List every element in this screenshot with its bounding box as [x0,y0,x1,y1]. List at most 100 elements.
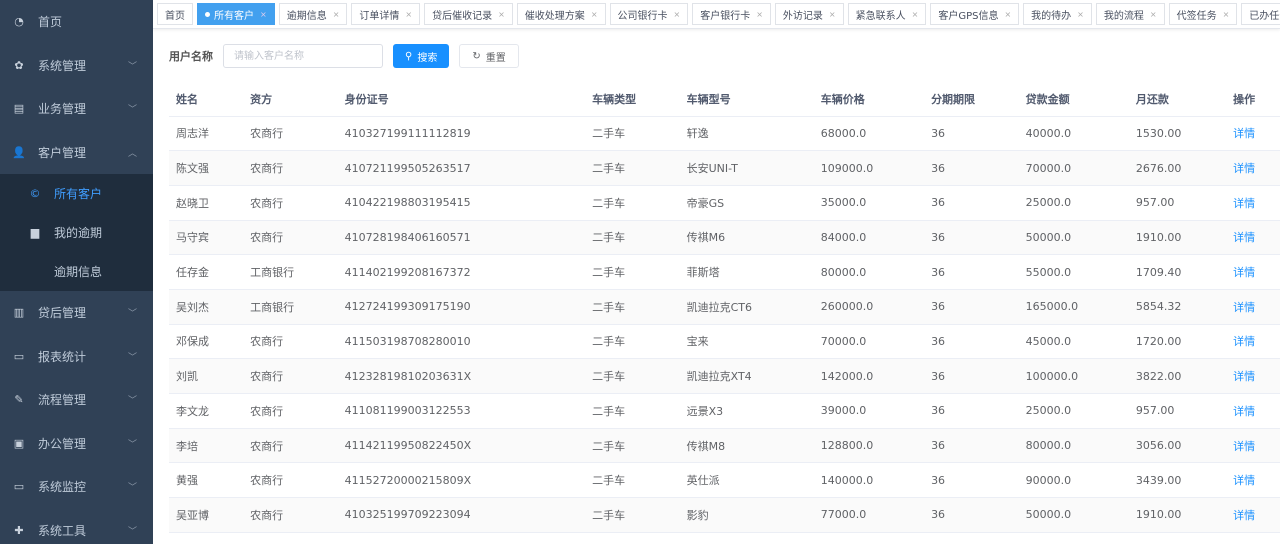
detail-link[interactable]: 详情 [1233,162,1255,175]
chevron-down-icon: ﹀ [128,393,137,406]
close-icon[interactable]: × [405,10,412,19]
chevron-up-icon: ︿ [128,146,137,159]
table-icon: ▤ [12,102,26,115]
detail-link[interactable]: 详情 [1233,405,1255,418]
cell: 84000.0 [814,220,924,255]
cell: 957.00 [1129,394,1226,429]
cell: 凯迪拉克XT4 [680,359,814,394]
detail-link[interactable]: 详情 [1233,335,1255,348]
cell: 吴刘杰 [169,289,243,324]
main-content: 首页所有客户×逾期信息×订单详情×贷后催收记录×催收处理方案×公司银行卡×客户银… [153,0,1280,544]
sidebar-item-label: 系统工具 [38,522,86,539]
submenu-item-1[interactable]: ▆我的逾期 [0,213,153,252]
tab-10[interactable]: 客户GPS信息× [930,3,1019,25]
sidebar-item-6[interactable]: ✎流程管理﹀ [0,378,153,422]
cell: 128800.0 [814,428,924,463]
close-icon[interactable]: × [1150,10,1157,19]
close-icon[interactable]: × [674,10,681,19]
close-icon[interactable]: × [829,10,836,19]
cell: 传祺M8 [680,428,814,463]
cell: 1720.00 [1129,324,1226,359]
tab-4[interactable]: 贷后催收记录× [424,3,513,25]
tab-7[interactable]: 客户银行卡× [692,3,771,25]
close-icon[interactable]: × [260,10,267,19]
detail-link[interactable]: 详情 [1233,266,1255,279]
sidebar-item-8[interactable]: ▭系统监控﹀ [0,465,153,509]
sidebar-item-1[interactable]: ✿系统管理﹀ [0,44,153,88]
column-header: 车辆型号 [680,82,814,116]
tab-3[interactable]: 订单详情× [351,3,420,25]
tab-0[interactable]: 首页 [157,3,193,25]
search-button[interactable]: ⚲搜索 [393,44,449,68]
detail-link[interactable]: 详情 [1233,509,1255,522]
cell: 远景X3 [680,394,814,429]
submenu-item-0[interactable]: ©所有客户 [0,174,153,213]
sidebar-item-4[interactable]: ▥贷后管理﹀ [0,291,153,335]
cell: 邓保成 [169,324,243,359]
sidebar-item-2[interactable]: ▤业务管理﹀ [0,87,153,131]
detail-link[interactable]: 详情 [1233,440,1255,453]
cell: 传祺M6 [680,220,814,255]
sidebar-item-label: 贷后管理 [38,304,86,321]
cell: 二手车 [585,185,680,220]
tab-8[interactable]: 外访记录× [775,3,844,25]
chevron-down-icon: ﹀ [128,59,137,72]
close-icon[interactable]: × [756,10,763,19]
sidebar-item-3[interactable]: 👤客户管理︿ [0,131,153,175]
close-icon[interactable]: × [1077,10,1084,19]
tab-5[interactable]: 催收处理方案× [517,3,606,25]
cell: 农商行 [243,185,338,220]
detail-link[interactable]: 详情 [1233,197,1255,210]
detail-link[interactable]: 详情 [1233,474,1255,487]
cell: 411081199003122553 [338,394,585,429]
sidebar-item-9[interactable]: ✚系统工具﹀ [0,509,153,552]
detail-link[interactable]: 详情 [1233,127,1255,140]
cell: 36 [924,359,1019,394]
detail-link[interactable]: 详情 [1233,231,1255,244]
tab-2[interactable]: 逾期信息× [279,3,348,25]
close-icon[interactable]: × [1004,10,1011,19]
cell: 李培 [169,428,243,463]
detail-link[interactable]: 详情 [1233,370,1255,383]
close-icon[interactable]: × [498,10,505,19]
tab-13[interactable]: 代签任务× [1169,3,1238,25]
tab-9[interactable]: 紧急联系人× [848,3,927,25]
close-icon[interactable]: × [591,10,598,19]
gear-icon: ✿ [12,59,26,72]
tab-1[interactable]: 所有客户× [197,3,275,25]
sidebar-item-label: 办公管理 [38,435,86,452]
sidebar-item-0[interactable]: ◔首页 [0,0,153,44]
cell: 5854.32 [1129,289,1226,324]
cell: 36 [924,185,1019,220]
cell: 1910.00 [1129,220,1226,255]
close-icon[interactable]: × [333,10,340,19]
cell: 41142119950822450X [338,428,585,463]
cell: 68000.0 [814,116,924,151]
tab-11[interactable]: 我的待办× [1023,3,1092,25]
cell: 165000.0 [1019,289,1129,324]
reset-button[interactable]: ↻重置 [459,44,518,68]
cell: 二手车 [585,428,680,463]
table-header: 姓名资方身份证号车辆类型车辆型号车辆价格分期期限贷款金额月还款操作 [169,82,1280,116]
cell: 100000.0 [1019,359,1129,394]
sidebar-item-5[interactable]: ▭报表统计﹀ [0,335,153,379]
sidebar-item-label: 流程管理 [38,391,86,408]
detail-link[interactable]: 详情 [1233,301,1255,314]
username-input[interactable] [223,44,383,68]
cell: 3056.00 [1129,428,1226,463]
cell: 35000.0 [814,185,924,220]
close-icon[interactable]: × [912,10,919,19]
chevron-down-icon: ﹀ [128,524,137,537]
submenu-item-2[interactable]: 逾期信息 [0,252,153,291]
tab-14[interactable]: 已办任务× [1241,3,1280,25]
close-icon[interactable]: × [1223,10,1230,19]
sidebar-item-7[interactable]: ▣办公管理﹀ [0,422,153,466]
cell: 36 [924,324,1019,359]
cell: 36 [924,151,1019,186]
tab-12[interactable]: 我的流程× [1096,3,1165,25]
tab-6[interactable]: 公司银行卡× [610,3,689,25]
